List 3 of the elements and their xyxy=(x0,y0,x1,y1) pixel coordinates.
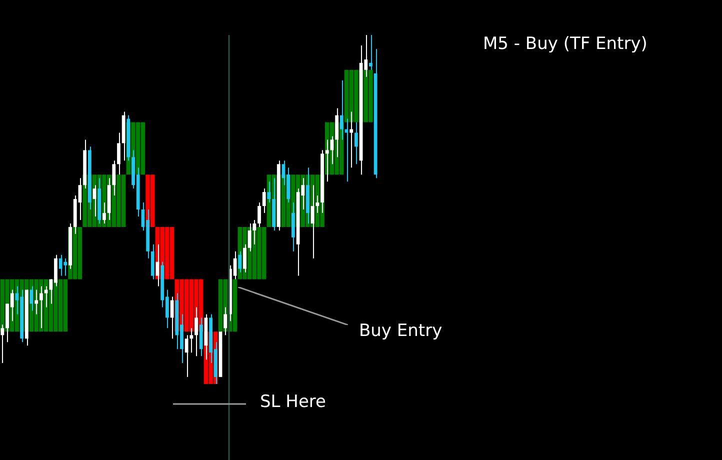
annotation: Buy Entry xyxy=(359,321,442,341)
text: SL Here xyxy=(260,392,326,412)
text: M5 - Buy (TF Entry) xyxy=(483,34,648,54)
